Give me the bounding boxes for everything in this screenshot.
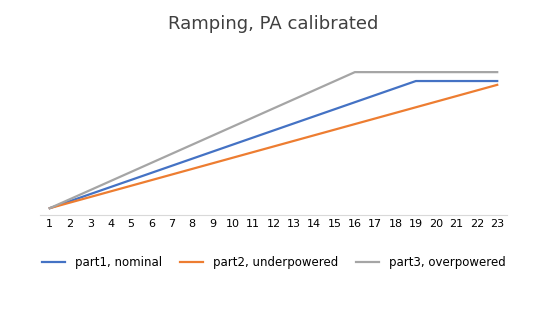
part3, overpowered bbox=[46, 206, 53, 210]
Line: part3, overpowered: part3, overpowered bbox=[50, 72, 497, 208]
part1, nominal bbox=[412, 79, 419, 83]
part3, overpowered bbox=[494, 70, 501, 74]
Line: part1, nominal: part1, nominal bbox=[50, 81, 497, 208]
Title: Ramping, PA calibrated: Ramping, PA calibrated bbox=[168, 15, 379, 33]
part3, overpowered bbox=[352, 70, 358, 74]
part1, nominal bbox=[494, 79, 501, 83]
part1, nominal bbox=[46, 206, 53, 210]
Legend: part1, nominal, part2, underpowered, part3, overpowered: part1, nominal, part2, underpowered, par… bbox=[37, 251, 510, 274]
